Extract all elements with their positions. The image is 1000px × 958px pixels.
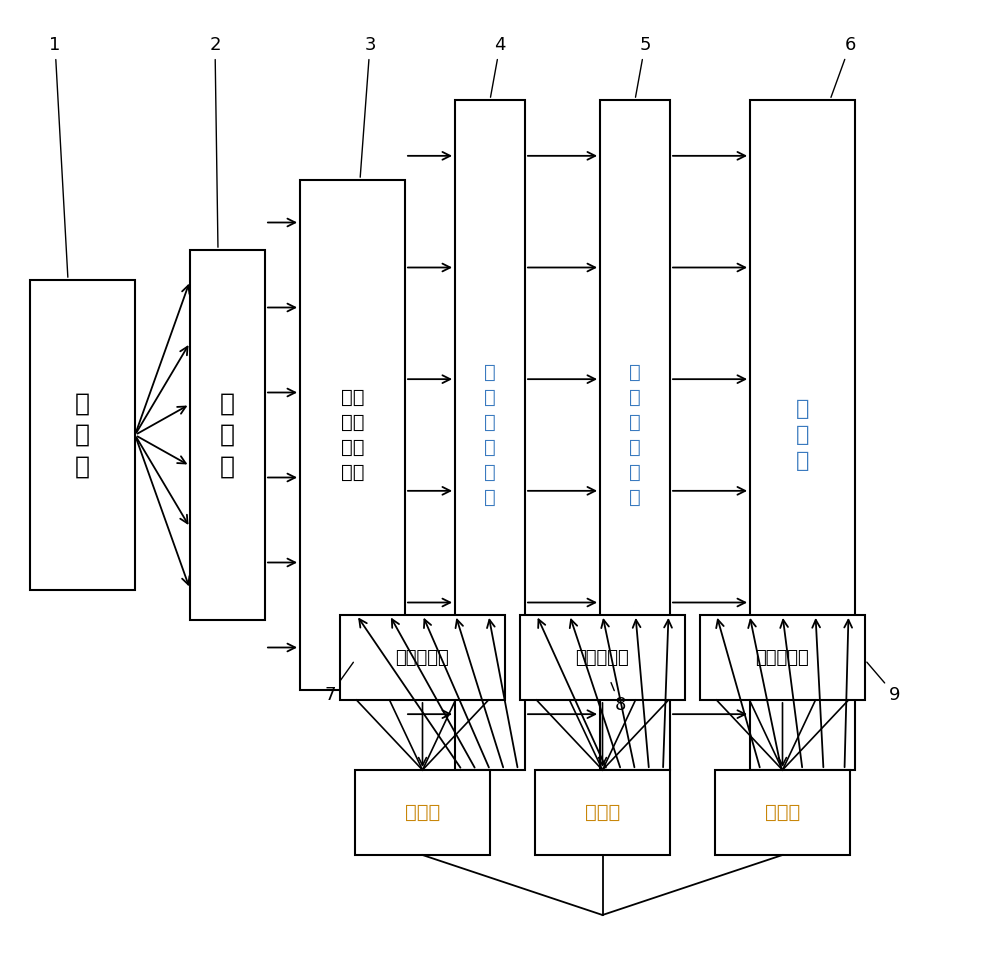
Text: 反
射
镜: 反 射 镜 (796, 399, 809, 471)
Text: 8: 8 (611, 683, 626, 714)
Text: 3: 3 (360, 36, 376, 177)
FancyBboxPatch shape (355, 770, 490, 855)
FancyBboxPatch shape (340, 615, 505, 700)
Text: 6: 6 (831, 36, 856, 98)
Text: 激
光
器: 激 光 器 (75, 392, 90, 479)
Text: 5: 5 (635, 36, 651, 98)
FancyBboxPatch shape (300, 180, 405, 690)
FancyBboxPatch shape (600, 100, 670, 770)
FancyBboxPatch shape (30, 280, 135, 590)
Text: 光束
角度
调整
模块: 光束 角度 调整 模块 (341, 388, 364, 482)
FancyBboxPatch shape (715, 770, 850, 855)
Text: 7: 7 (324, 662, 353, 704)
FancyBboxPatch shape (190, 250, 265, 620)
Text: 加工件: 加工件 (405, 803, 440, 822)
Text: 第
一
分
光
系
统: 第 一 分 光 系 统 (484, 363, 496, 507)
Text: 第三聚焦镜: 第三聚焦镜 (756, 649, 809, 667)
Text: 第
二
分
光
系
统: 第 二 分 光 系 统 (629, 363, 641, 507)
FancyBboxPatch shape (535, 770, 670, 855)
Text: 4: 4 (490, 36, 506, 98)
Text: 加工件: 加工件 (585, 803, 620, 822)
Text: 2: 2 (209, 36, 221, 247)
Text: 9: 9 (867, 662, 901, 704)
FancyBboxPatch shape (520, 615, 685, 700)
Text: 1: 1 (49, 36, 68, 277)
FancyBboxPatch shape (455, 100, 525, 770)
FancyBboxPatch shape (750, 100, 855, 770)
Text: 准
直
镜: 准 直 镜 (220, 392, 235, 479)
Text: 第二聚焦镜: 第二聚焦镜 (576, 649, 629, 667)
Text: 加工件: 加工件 (765, 803, 800, 822)
FancyBboxPatch shape (700, 615, 865, 700)
Text: 第一聚焦镜: 第一聚焦镜 (396, 649, 449, 667)
